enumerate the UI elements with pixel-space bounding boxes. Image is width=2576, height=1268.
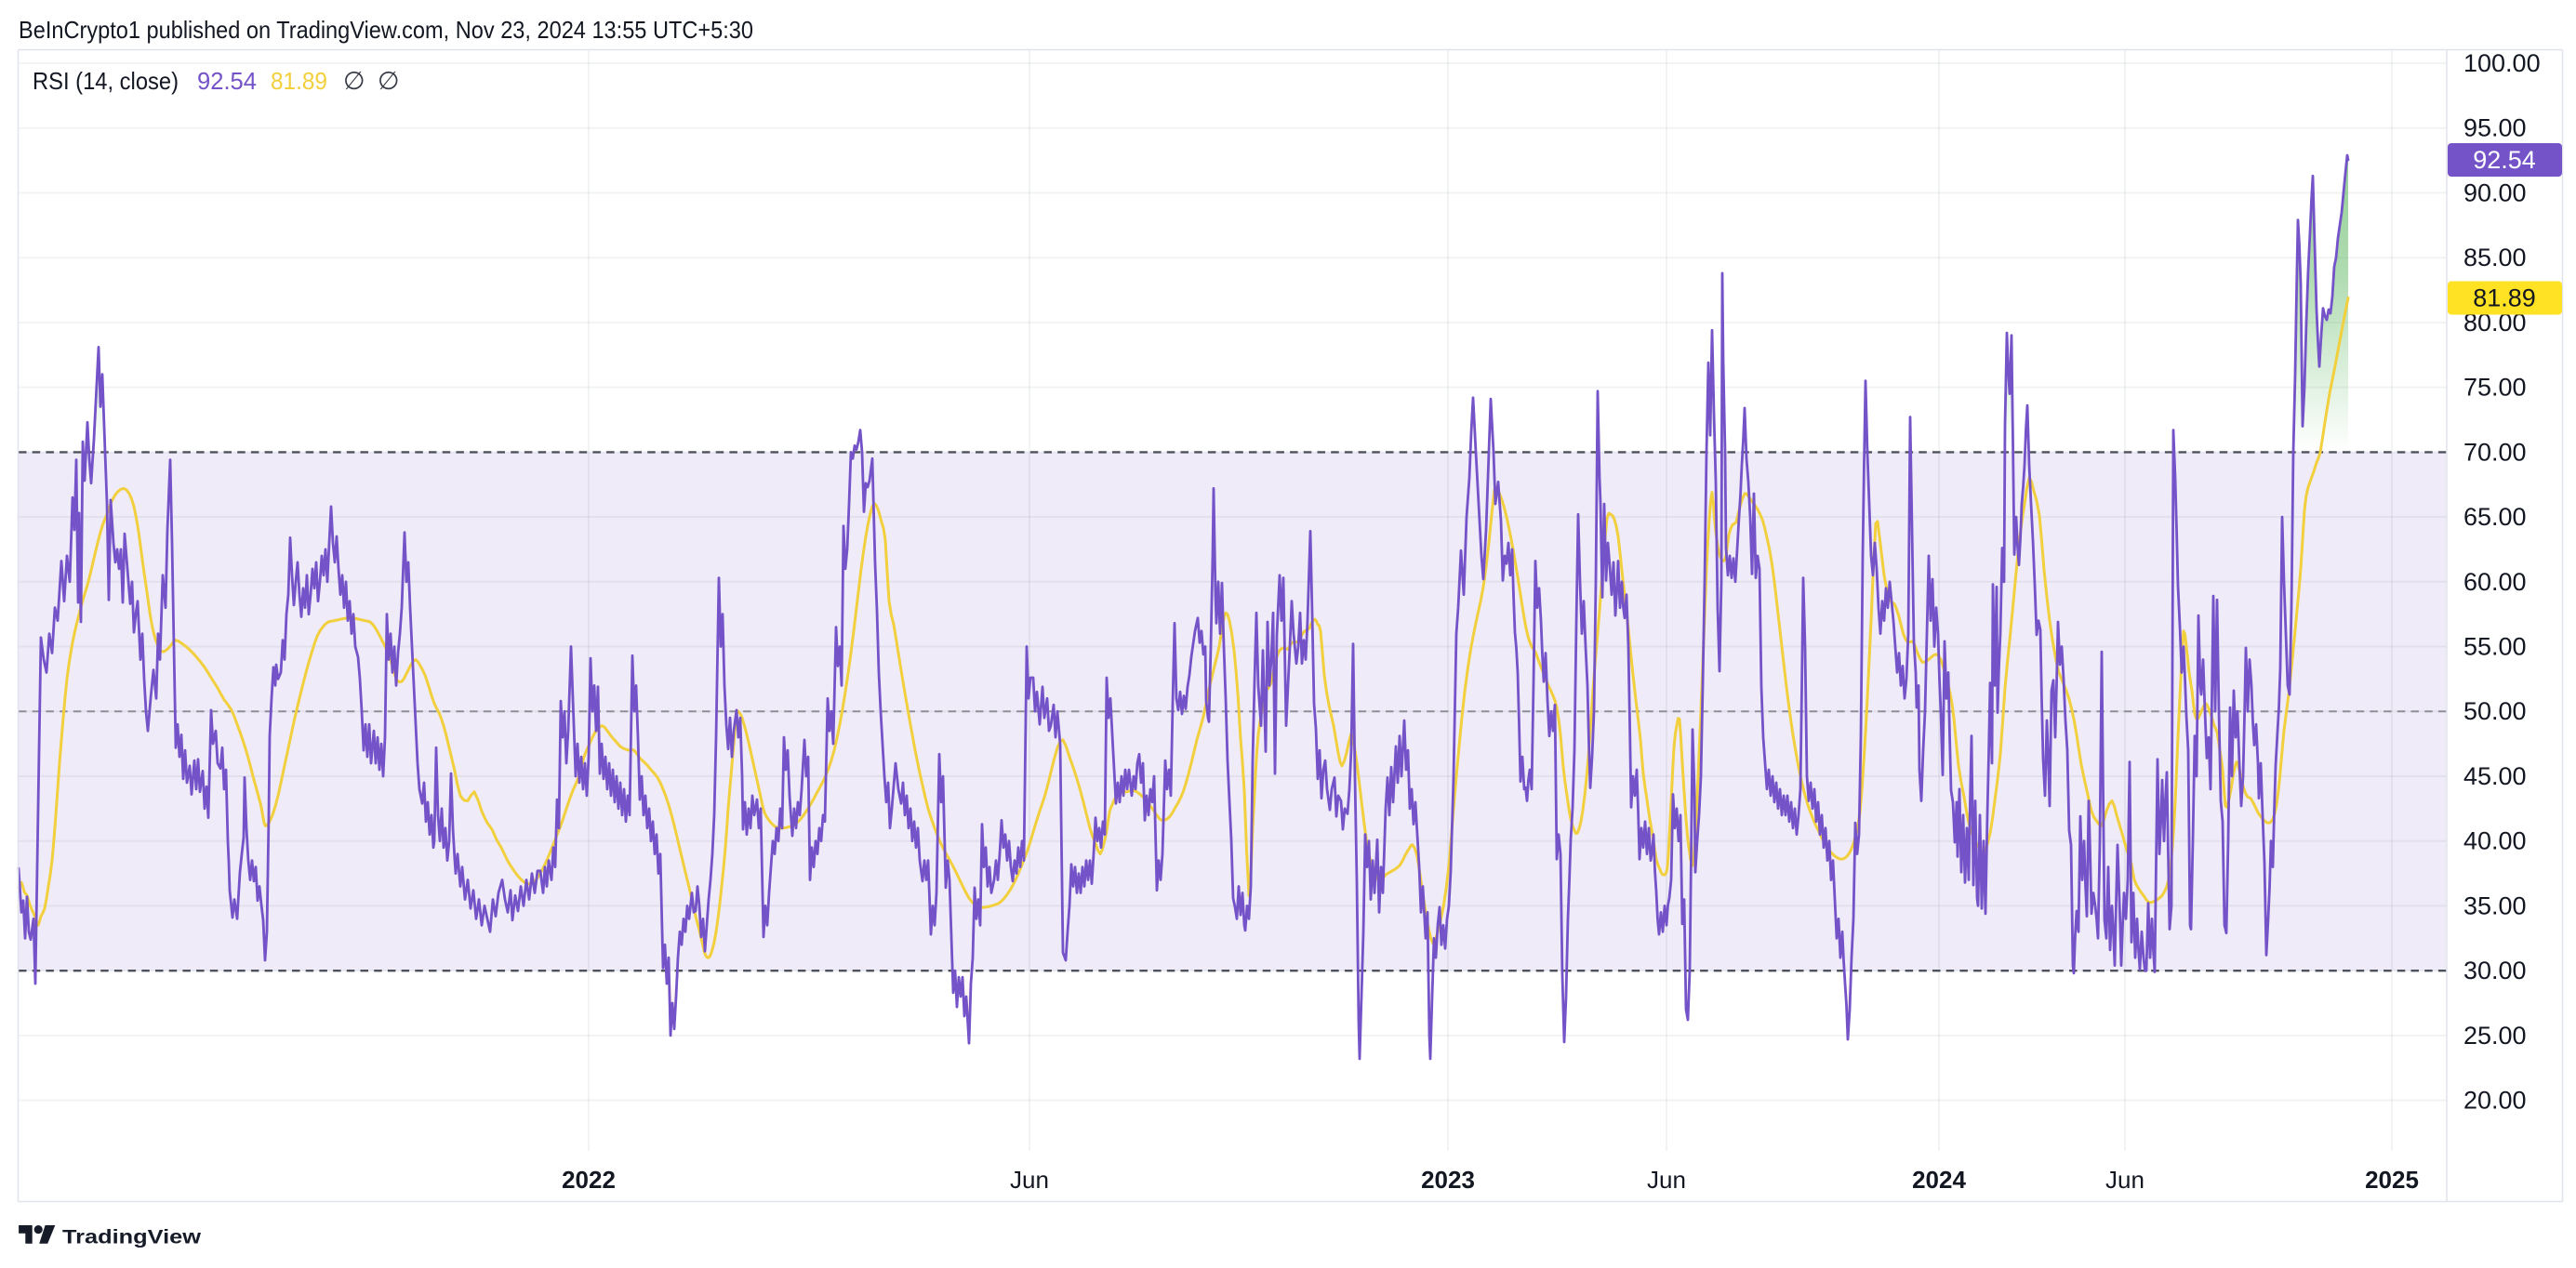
svg-text:55.00: 55.00 <box>2463 633 2527 661</box>
svg-text:45.00: 45.00 <box>2463 762 2527 790</box>
svg-text:92.54: 92.54 <box>2473 146 2536 174</box>
svg-text:Jun: Jun <box>1010 1166 1049 1194</box>
svg-text:100.00: 100.00 <box>2463 49 2541 77</box>
svg-text:92.54: 92.54 <box>197 67 257 95</box>
svg-text:2025: 2025 <box>2365 1166 2419 1194</box>
svg-text:85.00: 85.00 <box>2463 244 2527 271</box>
svg-text:35.00: 35.00 <box>2463 892 2527 919</box>
svg-text:40.00: 40.00 <box>2463 827 2527 855</box>
svg-text:∅: ∅ <box>378 67 400 95</box>
svg-text:70.00: 70.00 <box>2463 438 2527 466</box>
svg-text:20.00: 20.00 <box>2463 1087 2527 1115</box>
svg-text:50.00: 50.00 <box>2463 697 2527 725</box>
svg-text:∅: ∅ <box>343 67 365 95</box>
svg-text:Jun: Jun <box>2105 1166 2144 1194</box>
svg-text:2024: 2024 <box>1912 1166 1966 1194</box>
svg-text:30.00: 30.00 <box>2463 957 2527 984</box>
svg-text:25.00: 25.00 <box>2463 1022 2527 1050</box>
svg-text:90.00: 90.00 <box>2463 178 2527 206</box>
svg-text:81.89: 81.89 <box>2473 284 2536 312</box>
svg-text:95.00: 95.00 <box>2463 114 2527 142</box>
svg-text:81.89: 81.89 <box>271 67 327 95</box>
svg-text:60.00: 60.00 <box>2463 568 2527 596</box>
svg-text:75.00: 75.00 <box>2463 374 2527 402</box>
svg-text:BeInCrypto1 published on Tradi: BeInCrypto1 published on TradingView.com… <box>19 16 753 44</box>
svg-text:Jun: Jun <box>1647 1166 1686 1194</box>
svg-text:65.00: 65.00 <box>2463 503 2527 531</box>
svg-text:2022: 2022 <box>562 1166 616 1194</box>
svg-text:2023: 2023 <box>1421 1166 1475 1194</box>
svg-text:RSI (14, close): RSI (14, close) <box>33 67 179 95</box>
svg-text:TradingView: TradingView <box>62 1226 201 1248</box>
